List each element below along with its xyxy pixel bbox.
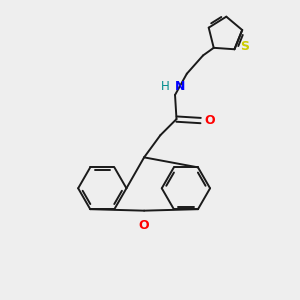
Text: O: O xyxy=(139,219,149,232)
Text: N: N xyxy=(175,80,185,94)
Text: O: O xyxy=(204,114,215,127)
Text: S: S xyxy=(240,40,249,53)
Text: H: H xyxy=(161,80,170,94)
